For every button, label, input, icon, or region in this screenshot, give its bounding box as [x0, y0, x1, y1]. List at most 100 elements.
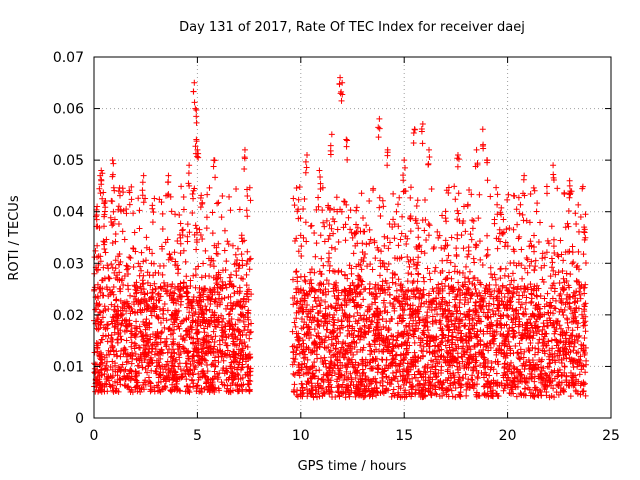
data-point: [97, 309, 104, 316]
data-point: [204, 344, 211, 351]
y-tick-labels: 00.010.020.030.040.050.060.07: [53, 50, 84, 427]
data-point: [473, 146, 480, 153]
data-point: [184, 285, 191, 292]
data-point: [245, 321, 252, 328]
data-point: [218, 332, 225, 339]
data-point: [177, 350, 184, 357]
data-point: [148, 342, 155, 349]
data-point: [393, 287, 400, 294]
data-point: [203, 225, 210, 232]
data-point: [327, 142, 334, 149]
data-point: [168, 283, 175, 290]
data-point: [533, 208, 540, 215]
data-point: [445, 283, 452, 290]
data-point: [187, 323, 194, 330]
data-point: [107, 214, 114, 221]
data-point: [316, 167, 323, 174]
data-point: [528, 298, 535, 305]
data-point: [569, 249, 576, 256]
data-point: [338, 318, 345, 325]
data-point: [202, 303, 209, 310]
data-point: [307, 276, 314, 283]
data-point: [456, 392, 463, 399]
data-point: [186, 229, 193, 236]
data-point: [98, 336, 105, 343]
data-point: [112, 231, 119, 238]
data-point: [315, 194, 322, 201]
data-point: [309, 304, 316, 311]
data-point: [484, 232, 491, 239]
y-tick-label: 0: [75, 411, 84, 427]
data-point: [174, 238, 181, 245]
data-point: [184, 293, 191, 300]
data-point: [192, 284, 199, 291]
data-point: [108, 332, 115, 339]
data-point: [135, 297, 142, 304]
data-point: [177, 220, 184, 227]
data-point: [235, 316, 242, 323]
data-point: [159, 226, 166, 233]
data-point: [366, 198, 373, 205]
data-point: [156, 387, 163, 394]
data-point: [407, 194, 414, 201]
data-point: [225, 376, 232, 383]
data-point: [102, 326, 109, 333]
data-point: [419, 140, 426, 147]
data-point: [135, 363, 142, 370]
data-point: [428, 185, 435, 192]
data-point: [108, 261, 115, 268]
data-point: [128, 183, 135, 190]
data-point: [142, 319, 149, 326]
data-point: [329, 394, 336, 401]
data-point: [582, 260, 589, 267]
data-point: [214, 250, 221, 257]
data-point: [290, 195, 297, 202]
data-point: [549, 259, 556, 266]
data-point: [200, 341, 207, 348]
data-point: [185, 180, 192, 187]
data-point: [427, 276, 434, 283]
data-point: [125, 358, 132, 365]
data-point: [207, 296, 214, 303]
data-point: [211, 309, 218, 316]
data-point: [165, 172, 172, 179]
data-point: [193, 138, 200, 145]
data-point: [485, 347, 492, 354]
data-point: [157, 355, 164, 362]
data-point: [323, 326, 330, 333]
data-point: [463, 392, 470, 399]
data-point: [171, 290, 178, 297]
data-point: [97, 190, 104, 197]
data-point: [140, 199, 147, 206]
data-point: [149, 290, 156, 297]
data-point: [213, 280, 220, 287]
data-point: [381, 233, 388, 240]
data-point: [200, 325, 207, 332]
data-point: [232, 381, 239, 388]
data-point: [535, 345, 542, 352]
data-point: [487, 193, 494, 200]
data-point: [190, 272, 197, 279]
data-point: [121, 305, 128, 312]
data-point: [302, 169, 309, 176]
data-point: [497, 265, 504, 272]
data-point: [119, 311, 126, 318]
data-point: [370, 187, 377, 194]
data-point: [552, 305, 559, 312]
data-point: [469, 217, 476, 224]
data-point: [171, 358, 178, 365]
data-point: [327, 151, 334, 158]
data-point: [123, 206, 130, 213]
data-point: [520, 176, 527, 183]
data-point: [138, 249, 145, 256]
data-point: [198, 274, 205, 281]
data-point: [246, 266, 253, 273]
data-point: [206, 184, 213, 191]
data-point: [225, 311, 232, 318]
data-point: [422, 196, 429, 203]
data-point: [303, 164, 310, 171]
data-point: [243, 271, 250, 278]
data-point: [136, 207, 143, 214]
data-point: [189, 191, 196, 198]
data-point: [190, 362, 197, 369]
